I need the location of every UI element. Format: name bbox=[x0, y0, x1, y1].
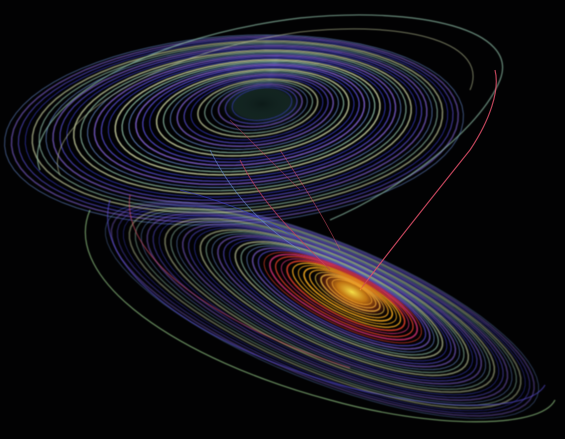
lower-orbit bbox=[134, 209, 517, 407]
upper-orbit bbox=[114, 59, 381, 176]
upper-orbit bbox=[162, 70, 345, 154]
lower-orbit bbox=[246, 245, 435, 353]
upper-orbit bbox=[224, 85, 298, 125]
lower-orbit bbox=[164, 217, 496, 393]
outer-loop bbox=[36, 14, 503, 221]
lower-orbit bbox=[128, 207, 522, 409]
lower-orbit bbox=[152, 214, 504, 399]
upper-orbit bbox=[231, 87, 293, 121]
lower-orbit bbox=[110, 202, 535, 417]
upper-orbit bbox=[169, 72, 339, 150]
upper-orbit bbox=[93, 54, 397, 186]
upper-orbit bbox=[87, 53, 402, 188]
upper-orbit bbox=[17, 37, 454, 220]
crossing-streak bbox=[229, 119, 301, 191]
lower-orbit bbox=[176, 221, 487, 388]
lower-orbit bbox=[182, 223, 482, 385]
upper-orbit bbox=[149, 67, 355, 160]
crossing-streak bbox=[279, 149, 341, 251]
crossing-streak bbox=[209, 149, 301, 251]
crossing-streak bbox=[239, 159, 331, 271]
upper-orbit bbox=[217, 83, 303, 128]
upper-orbit bbox=[155, 68, 350, 157]
upper-orbit bbox=[176, 73, 334, 148]
upper-orbit bbox=[10, 35, 459, 223]
upper-orbit bbox=[73, 49, 412, 195]
lower-orbit bbox=[104, 201, 540, 419]
upper-orbit bbox=[135, 63, 366, 167]
upper-orbit bbox=[142, 65, 360, 163]
lower-orbit bbox=[158, 216, 500, 396]
hot-core-glow bbox=[310, 264, 394, 320]
lower-orbit bbox=[199, 229, 470, 377]
upper-orbit bbox=[31, 40, 444, 214]
lower-orbit bbox=[205, 231, 465, 374]
upper-orbit bbox=[204, 80, 314, 135]
lower-outer-arc bbox=[107, 199, 546, 406]
lower-orbit bbox=[194, 227, 474, 379]
lower-orbit bbox=[217, 234, 457, 368]
upper-orbit bbox=[52, 44, 428, 204]
lower-orbit bbox=[251, 247, 431, 350]
crossing-streaks bbox=[179, 69, 497, 291]
lower-orbit bbox=[234, 240, 444, 359]
lower-orbit bbox=[223, 237, 452, 365]
upper-orbit bbox=[38, 41, 438, 211]
outer-loop bbox=[57, 28, 474, 176]
upper-orbit bbox=[107, 57, 386, 179]
lower-orbit bbox=[116, 204, 531, 414]
upper-orbit bbox=[128, 62, 370, 170]
hot-core bbox=[310, 264, 394, 320]
upper-orbit bbox=[211, 82, 308, 131]
upper-orbit bbox=[24, 39, 449, 217]
upper-orbit bbox=[59, 46, 423, 201]
lower-orbit bbox=[263, 251, 422, 344]
lower-lobe-orbits bbox=[84, 194, 556, 423]
upper-orbit bbox=[80, 51, 407, 192]
upper-orbit bbox=[121, 60, 376, 173]
crossing-streak bbox=[359, 69, 497, 291]
upper-orbit bbox=[183, 75, 329, 144]
upper-orbit bbox=[45, 43, 433, 207]
lower-orbit bbox=[240, 243, 439, 356]
crossing-streak bbox=[179, 189, 301, 241]
upper-lobe-orbits bbox=[4, 14, 503, 226]
lower-orbit bbox=[146, 212, 509, 402]
upper-orbit bbox=[190, 77, 324, 141]
lower-orbit bbox=[170, 219, 491, 391]
lower-orbit bbox=[187, 225, 478, 382]
upper-orbit bbox=[4, 34, 464, 226]
lower-orbit bbox=[211, 233, 461, 371]
lower-orbit bbox=[269, 253, 419, 341]
upper-orbit bbox=[100, 56, 391, 182]
lower-orbit bbox=[122, 206, 526, 412]
upper-orbit bbox=[66, 48, 417, 198]
lower-orbit bbox=[229, 239, 448, 362]
lower-outer-arc bbox=[128, 194, 351, 369]
upper-orbit bbox=[197, 78, 319, 138]
lower-orbit bbox=[140, 211, 513, 404]
lower-orbit bbox=[257, 249, 427, 347]
lower-outer-arc bbox=[84, 209, 556, 423]
